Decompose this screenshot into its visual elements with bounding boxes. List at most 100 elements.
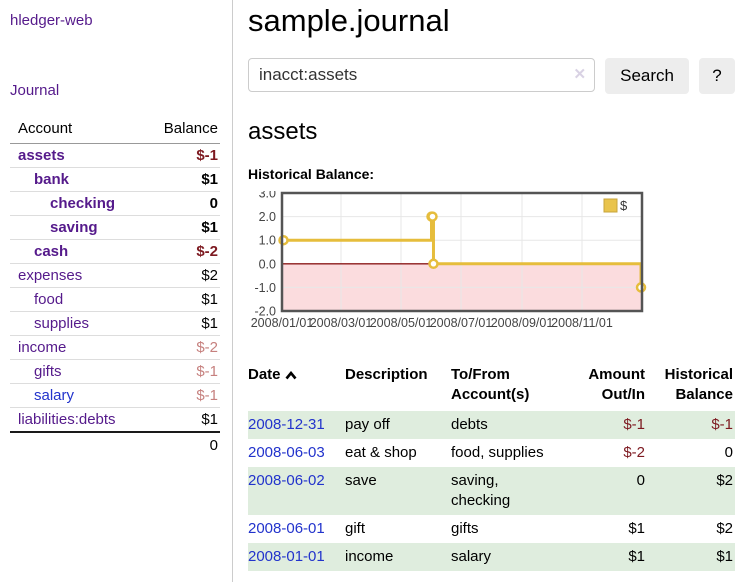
register-header-date[interactable]: Date (248, 362, 345, 411)
search-button[interactable]: Search (605, 58, 689, 94)
account-balance: $1 (141, 167, 220, 192)
transaction-row: 2008-01-01 income salary $1 $1 (248, 543, 735, 571)
transaction-balance: 0 (724, 444, 733, 461)
account-link[interactable]: assets (18, 147, 65, 164)
account-row: expenses $2 (10, 263, 220, 288)
main-content: sample.journal ✕ Search ? assets Histori… (233, 0, 742, 582)
accounts-table: Account Balance assets $-1 bank $1 checking 0… (10, 116, 220, 457)
transaction-date-link[interactable]: 2008-12-31 (248, 416, 325, 433)
account-link[interactable]: supplies (34, 315, 90, 332)
transaction-date-link[interactable]: 2008-06-01 (248, 520, 325, 537)
register-header-balance: Historical Balance (664, 366, 733, 403)
accounts-header-balance: Balance (141, 116, 220, 144)
account-balance: $1 (141, 287, 220, 312)
journal-link[interactable]: Journal (10, 82, 60, 99)
help-button[interactable]: ? (699, 58, 735, 94)
historical-balance-chart: $3.0 2.0 1.0 0.0 -1.0 -2.02008/01/012008/03/0… (251, 187, 647, 330)
account-link[interactable]: expenses (18, 267, 83, 284)
y-tick-label: 0.0 (259, 257, 276, 271)
transaction-balance: $-1 (711, 416, 733, 433)
sort-ascending-icon (285, 366, 297, 386)
transaction-description: eat & shop (345, 444, 417, 461)
register-table: Date Description To/From Account(s) Amou… (248, 362, 735, 571)
account-balance: $-2 (141, 335, 220, 360)
legend-label: $ (620, 198, 628, 213)
register-header-amount: Amount Out/In (588, 366, 645, 403)
transaction-date-link[interactable]: 2008-01-01 (248, 548, 325, 565)
account-link[interactable]: checking (50, 195, 116, 212)
transaction-amount: 0 (636, 472, 645, 489)
transaction-row: 2008-06-03 eat & shop food, supplies $-2 0 (248, 439, 735, 467)
app-brand: hledger-web (10, 12, 220, 30)
account-link[interactable]: salary (34, 387, 75, 404)
account-row: liabilities:debts $1 (10, 407, 220, 432)
chart-label: Historical Balance: (248, 166, 375, 182)
account-row: bank $1 (10, 167, 220, 192)
account-link[interactable]: food (34, 291, 64, 308)
account-link[interactable]: cash (34, 243, 69, 260)
account-row: salary $-1 (10, 383, 220, 408)
transaction-description: pay off (345, 416, 390, 433)
y-tick-label: 2.0 (259, 210, 276, 224)
account-link[interactable]: income (18, 339, 67, 356)
account-balance: $-2 (141, 239, 220, 264)
accounts-total-row: 0 (10, 431, 220, 457)
transaction-row: 2008-06-02 save saving, checking 0 $2 (248, 467, 735, 515)
transaction-accounts: debts (451, 416, 488, 433)
sidebar: hledger-web Journal Account Balance asse… (0, 0, 233, 582)
page-title: sample.journal (248, 3, 450, 38)
accounts-header-account: Account (10, 116, 142, 144)
account-row: saving $1 (10, 215, 220, 240)
y-tick-label: 1.0 (259, 234, 276, 248)
account-balance: $-1 (141, 359, 220, 384)
account-balance: 0 (141, 191, 220, 216)
x-tick-label: 2008/03/01 (310, 316, 373, 330)
transaction-description: save (345, 472, 377, 489)
transaction-date-link[interactable]: 2008-06-03 (248, 444, 325, 461)
brand-link[interactable]: hledger-web (10, 12, 93, 29)
account-link[interactable]: bank (34, 171, 70, 188)
legend-swatch (603, 198, 618, 213)
register-header-row: Date Description To/From Account(s) Amou… (248, 362, 735, 411)
transaction-row: 2008-06-01 gift gifts $1 $2 (248, 515, 735, 543)
balance-chart: $3.0 2.0 1.0 0.0 -1.0 -2.0 2008/01/01 2008/03/0… (248, 187, 735, 346)
account-balance: $1 (141, 311, 220, 336)
journal-nav: Journal (10, 82, 220, 100)
transaction-amount: $-2 (623, 444, 645, 461)
transaction-balance: $2 (716, 472, 733, 489)
y-tick-label: -1.0 (254, 281, 276, 295)
transaction-accounts: saving, checking (451, 472, 511, 509)
transaction-description: gift (345, 520, 366, 537)
register-header-description: Description (345, 366, 428, 383)
account-link[interactable]: saving (50, 219, 98, 236)
transaction-balance: $2 (716, 520, 733, 537)
accounts-total-balance: 0 (141, 431, 220, 457)
transaction-date-link[interactable]: 2008-06-02 (248, 472, 325, 489)
transaction-accounts: food, supplies (451, 444, 544, 461)
transaction-accounts: gifts (451, 520, 479, 537)
account-row: income $-2 (10, 335, 220, 360)
account-balance: $-1 (141, 383, 220, 408)
account-balance: $1 (141, 215, 220, 240)
account-row: cash $-2 (10, 239, 220, 264)
clear-search-icon[interactable]: ✕ (573, 66, 587, 83)
account-row: food $1 (10, 287, 220, 312)
account-link[interactable]: gifts (34, 363, 62, 380)
register-header-accounts: To/From Account(s) (451, 366, 530, 403)
search-bar: ✕ Search ? (248, 58, 735, 94)
x-tick-label: 2008/05/01 (370, 316, 433, 330)
account-link[interactable]: liabilities:debts (18, 411, 116, 428)
account-rows: assets $-1 bank $1 checking 0 saving $1 cash $-2 e… (10, 144, 220, 432)
account-balance: $2 (141, 263, 220, 288)
y-tick-label: -2.0 (254, 305, 276, 319)
search-input[interactable] (248, 58, 596, 92)
y-tick-label: 3.0 (259, 191, 276, 201)
transaction-balance: $1 (716, 548, 733, 565)
account-row: assets $-1 (10, 144, 220, 168)
transaction-amount: $-1 (623, 416, 645, 433)
account-row: gifts $-1 (10, 359, 220, 384)
account-row: supplies $1 (10, 311, 220, 336)
transaction-accounts: salary (451, 548, 492, 565)
search-box: ✕ (248, 58, 596, 94)
